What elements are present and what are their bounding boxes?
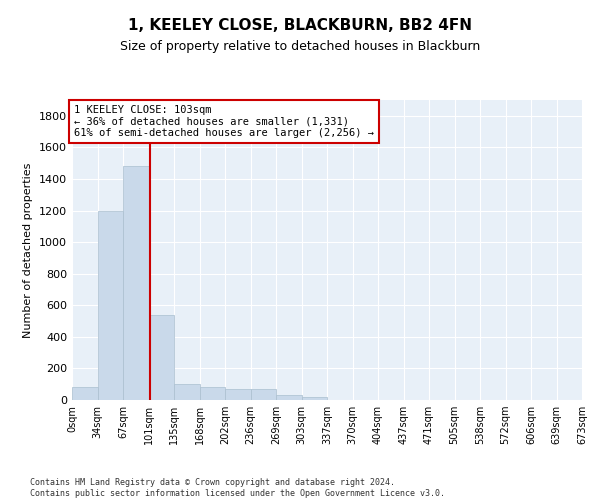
Text: Contains HM Land Registry data © Crown copyright and database right 2024.
Contai: Contains HM Land Registry data © Crown c… [30,478,445,498]
Text: Size of property relative to detached houses in Blackburn: Size of property relative to detached ho… [120,40,480,53]
Bar [149,314,174,400]
Bar [123,166,149,400]
Bar [251,389,276,400]
Bar [302,397,327,400]
Text: 1 KEELEY CLOSE: 103sqm
← 36% of detached houses are smaller (1,331)
61% of semi-: 1 KEELEY CLOSE: 103sqm ← 36% of detached… [74,104,374,138]
Bar [225,389,251,400]
Bar [199,388,225,400]
Y-axis label: Number of detached properties: Number of detached properties [23,162,34,338]
Bar [174,384,199,400]
Bar [72,388,97,400]
Bar [276,396,302,400]
Bar [97,210,123,400]
Text: 1, KEELEY CLOSE, BLACKBURN, BB2 4FN: 1, KEELEY CLOSE, BLACKBURN, BB2 4FN [128,18,472,32]
